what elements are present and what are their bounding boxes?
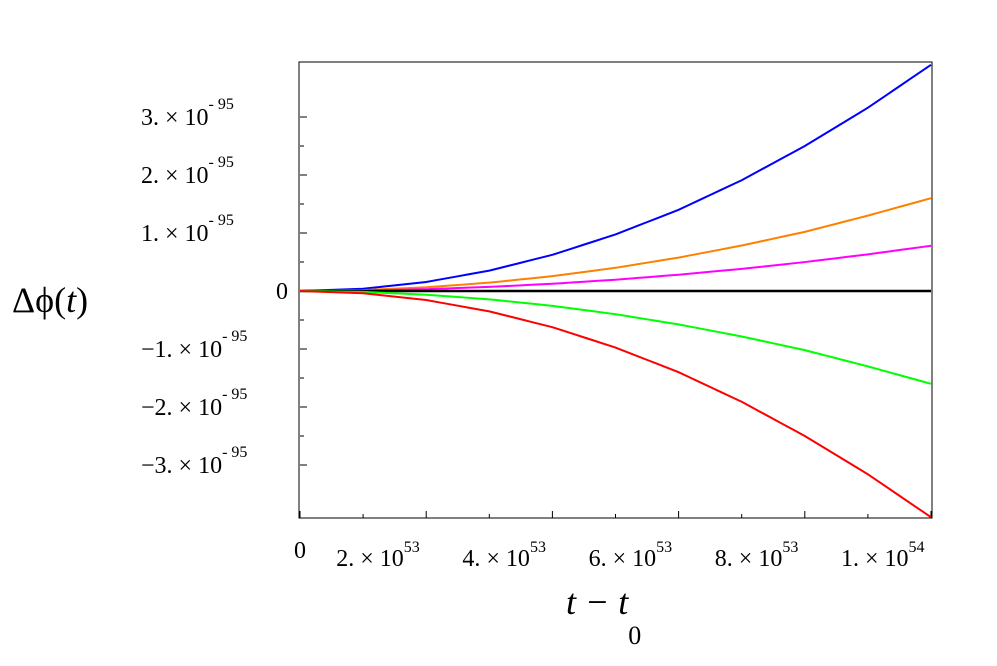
x-axis-label: t − t0: [566, 582, 641, 650]
x-tick-label: 1. × 1054: [841, 539, 925, 572]
y-tick-label: 2. × 10- 95: [141, 154, 234, 189]
y-tick-label: 3. × 10- 95: [141, 96, 234, 131]
y-tick-label: −1. × 10- 95: [141, 328, 247, 363]
y-tick-label: 1. × 10- 95: [141, 212, 234, 247]
x-axis-ticks: 0 2. × 1053 4. × 1053 6. × 1053 8. × 1053 1. …: [294, 538, 925, 572]
y-tick-label: −3. × 10- 95: [141, 444, 247, 479]
series-line: [299, 197, 932, 292]
y-axis-label: Δϕ(t): [12, 280, 88, 320]
x-tick-label: 8. × 1053: [715, 539, 799, 572]
x-tick-label: 2. × 1053: [336, 539, 420, 572]
series-line: [299, 290, 932, 385]
y-axis-ticks: 3. × 10- 95 2. × 10- 95 1. × 10- 95 0 −1. × …: [141, 96, 288, 479]
x-tick-label: 4. × 1053: [462, 539, 546, 572]
series-line: [299, 290, 932, 519]
series-line: [299, 63, 932, 292]
y-tick-label: 0: [276, 279, 288, 305]
series-line: [299, 244, 932, 292]
series-group: [299, 63, 932, 519]
x-tick-label: 6. × 1053: [589, 539, 673, 572]
minor-ticks: [299, 116, 932, 518]
x-tick-label: 0: [294, 538, 306, 564]
y-tick-label: −2. × 10- 95: [141, 386, 247, 421]
